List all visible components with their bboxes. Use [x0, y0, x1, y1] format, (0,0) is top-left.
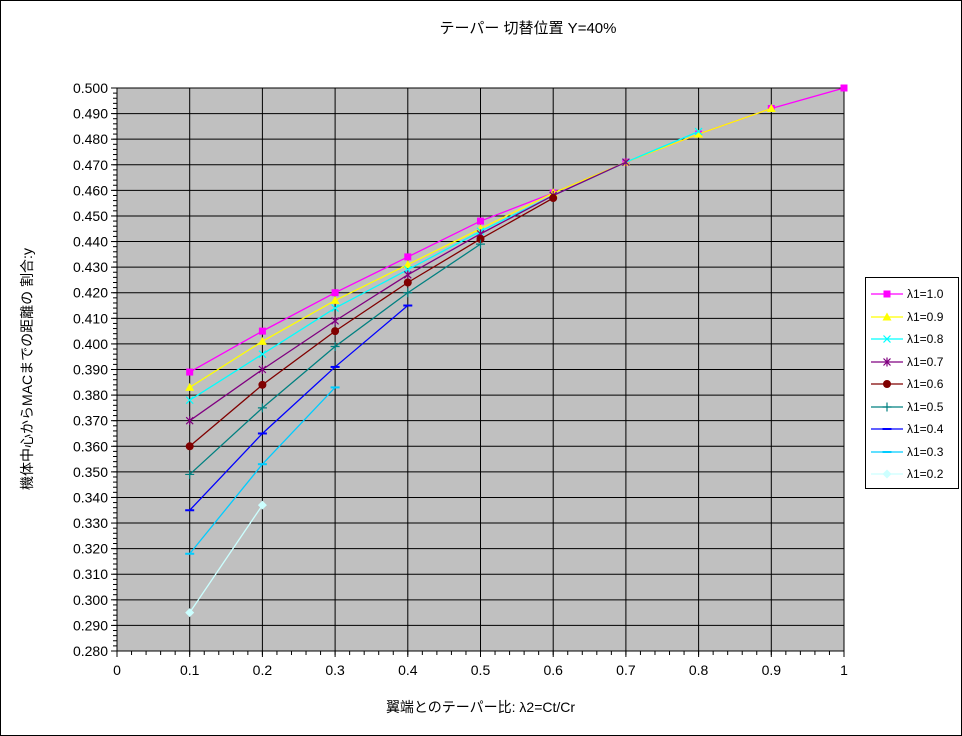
legend-label: λ1=0.2: [907, 467, 944, 482]
svg-text:0.1: 0.1: [180, 662, 200, 678]
legend-label: λ1=0.5: [907, 399, 944, 414]
legend-item[interactable]: λ1=0.3: [869, 441, 958, 464]
svg-text:0.360: 0.360: [73, 438, 108, 454]
svg-text:0.320: 0.320: [73, 541, 108, 557]
svg-text:0.440: 0.440: [73, 234, 108, 250]
legend-item[interactable]: λ1=0.7: [869, 351, 958, 374]
legend-line-marker-icon: [871, 357, 903, 367]
svg-text:0.480: 0.480: [73, 131, 108, 147]
legend-item[interactable]: λ1=0.6: [869, 373, 958, 396]
legend[interactable]: λ1=1.0 λ1=0.9 λ1=0.8 λ1=0.7 λ1=0.6 λ1=0.…: [865, 277, 959, 489]
legend-line-marker-icon: [871, 469, 903, 479]
svg-text:0.390: 0.390: [73, 362, 108, 378]
legend-line-marker-icon: [871, 428, 903, 431]
legend-label: λ1=1.0: [907, 287, 944, 302]
legend-line-marker-icon: [871, 312, 903, 321]
svg-text:0.3: 0.3: [325, 662, 345, 678]
legend-label: λ1=0.3: [907, 444, 944, 459]
svg-text:0.370: 0.370: [73, 413, 108, 429]
svg-text:0.300: 0.300: [73, 592, 108, 608]
legend-item[interactable]: λ1=0.9: [869, 306, 958, 329]
chart-title: テーパー 切替位置 Y=40%: [439, 20, 617, 37]
svg-text:0.420: 0.420: [73, 285, 108, 301]
svg-text:0.9: 0.9: [762, 662, 782, 678]
legend-label: λ1=0.6: [907, 377, 944, 392]
svg-text:0.400: 0.400: [73, 336, 108, 352]
svg-text:0.350: 0.350: [73, 464, 108, 480]
legend-label: λ1=0.7: [907, 354, 944, 369]
svg-text:0.330: 0.330: [73, 515, 108, 531]
svg-text:0.340: 0.340: [73, 489, 108, 505]
svg-text:0.280: 0.280: [73, 643, 108, 659]
svg-text:0.490: 0.490: [73, 106, 108, 122]
svg-text:0.4: 0.4: [398, 662, 418, 678]
svg-text:0.7: 0.7: [616, 662, 636, 678]
legend-item[interactable]: λ1=0.8: [869, 328, 958, 351]
svg-text:0.500: 0.500: [73, 80, 108, 96]
svg-text:0.410: 0.410: [73, 310, 108, 326]
x-axis-title: 翼端とのテーパー比: λ2=Ct/Cr: [385, 699, 576, 715]
svg-text:0.2: 0.2: [253, 662, 273, 678]
svg-text:0.8: 0.8: [689, 662, 709, 678]
legend-label: λ1=0.9: [907, 309, 944, 324]
svg-text:0.380: 0.380: [73, 387, 108, 403]
svg-text:0.5: 0.5: [471, 662, 491, 678]
legend-line-marker-icon: [871, 380, 903, 389]
legend-item[interactable]: λ1=0.5: [869, 396, 958, 419]
svg-text:0.6: 0.6: [543, 662, 563, 678]
legend-line-marker-icon: [871, 450, 903, 453]
svg-text:0.310: 0.310: [73, 566, 108, 582]
legend-line-marker-icon: [871, 290, 903, 298]
legend-label: λ1=0.8: [907, 332, 944, 347]
svg-text:0.470: 0.470: [73, 157, 108, 173]
svg-text:0.290: 0.290: [73, 617, 108, 633]
legend-item[interactable]: λ1=0.2: [869, 463, 958, 486]
svg-text:0.450: 0.450: [73, 208, 108, 224]
svg-text:0: 0: [113, 662, 121, 678]
legend-label: λ1=0.4: [907, 422, 944, 437]
legend-item[interactable]: λ1=0.4: [869, 418, 958, 441]
svg-text:1: 1: [840, 662, 848, 678]
svg-text:0.430: 0.430: [73, 259, 108, 275]
svg-text:0.460: 0.460: [73, 182, 108, 198]
legend-item[interactable]: λ1=1.0: [869, 283, 958, 306]
legend-line-marker-icon: [871, 335, 903, 344]
legend-line-marker-icon: [871, 402, 903, 412]
